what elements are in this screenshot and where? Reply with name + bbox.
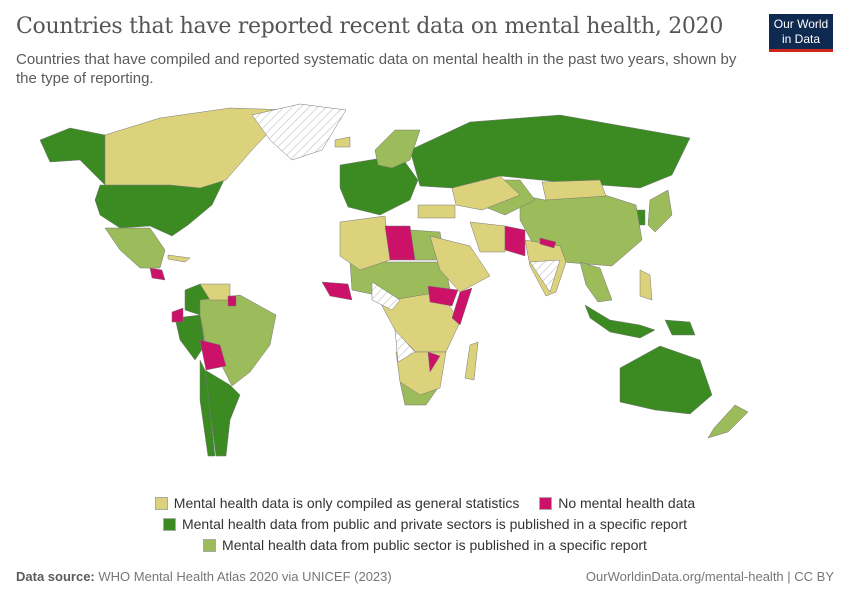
country-brazil[interactable]: [199, 294, 277, 387]
legend-item-general[interactable]: Mental health data is only compiled as g…: [154, 494, 520, 513]
country-australia[interactable]: [619, 345, 713, 415]
country-somalia[interactable]: [451, 287, 473, 326]
legend-item-public-private[interactable]: Mental health data from public and priva…: [162, 515, 688, 534]
country-chile[interactable]: [199, 359, 216, 457]
country-iran[interactable]: [469, 221, 506, 253]
logo-text: in Data: [781, 32, 821, 46]
country-canada[interactable]: [104, 107, 291, 189]
country-ethiopia[interactable]: [427, 285, 459, 307]
country-new-zealand[interactable]: [707, 404, 749, 439]
country-mozambique[interactable]: [427, 351, 441, 373]
legend-label: Mental health data is only compiled as g…: [173, 495, 520, 511]
country-mainland-se-asia[interactable]: [579, 261, 613, 303]
legend-label: Mental health data from public and priva…: [181, 516, 688, 532]
legend-label: No mental health data: [558, 495, 696, 511]
source-url[interactable]: OurWorldinData.org/mental-health | CC BY: [585, 569, 834, 584]
country-madagascar[interactable]: [464, 341, 479, 381]
country-pakistan[interactable]: [504, 225, 526, 257]
country-sudan[interactable]: [371, 281, 401, 311]
country-usa[interactable]: [94, 177, 226, 237]
country-russia[interactable]: [409, 114, 691, 189]
country-myanmar[interactable]: [529, 259, 561, 293]
legend-item-public[interactable]: Mental health data from public sector is…: [203, 536, 647, 555]
country-philippines[interactable]: [639, 269, 653, 301]
country-iceland[interactable]: [334, 136, 351, 148]
country-ecuador[interactable]: [171, 307, 184, 323]
legend-swatch: [154, 497, 168, 510]
chart-subtitle: Countries that have compiled and reporte…: [16, 51, 737, 87]
no-data-countries: [251, 103, 561, 363]
no-data-reported-countries: [149, 225, 557, 373]
data-source: Data source: WHO Mental Health Atlas 202…: [16, 569, 392, 584]
legend-swatch: [539, 497, 553, 510]
country-papua[interactable]: [664, 319, 696, 336]
country-mexico[interactable]: [104, 227, 166, 269]
legend-swatch: [203, 539, 217, 552]
country-west-africa[interactable]: [321, 281, 353, 301]
source-text[interactable]: WHO Mental Health Atlas 2020 via UNICEF …: [98, 569, 392, 584]
logo-text: Our World: [773, 17, 829, 31]
world-map: [39, 103, 749, 457]
country-saudi[interactable]: [429, 235, 491, 293]
legend: Mental health data is only compiled as g…: [0, 494, 850, 557]
country-kazakhstan[interactable]: [451, 175, 521, 211]
country-algeria[interactable]: [339, 215, 391, 271]
country-scandinavia[interactable]: [374, 129, 421, 169]
country-indonesia[interactable]: [584, 304, 656, 339]
country-cuba[interactable]: [167, 254, 191, 263]
country-bolivia[interactable]: [199, 339, 227, 371]
legend-label: Mental health data from public sector is…: [222, 537, 647, 553]
chart-title: Countries that have reported recent data…: [16, 14, 724, 39]
country-guyana[interactable]: [227, 295, 237, 307]
country-japan[interactable]: [647, 189, 673, 233]
public-private-countries: [39, 114, 713, 457]
legend-item-none[interactable]: No mental health data: [539, 494, 695, 513]
source-label: Data source:: [16, 569, 95, 584]
country-turkey[interactable]: [417, 204, 456, 219]
country-greenland[interactable]: [251, 103, 347, 161]
country-alaska[interactable]: [39, 127, 106, 186]
country-peru[interactable]: [174, 314, 206, 361]
legend-swatch: [162, 518, 176, 531]
owid-logo[interactable]: Our World in Data: [769, 14, 833, 52]
country-central-america[interactable]: [149, 267, 166, 281]
country-nepal[interactable]: [539, 237, 557, 249]
country-mongolia[interactable]: [541, 179, 607, 201]
country-drc-region[interactable]: [394, 329, 416, 363]
country-libya[interactable]: [384, 225, 416, 261]
